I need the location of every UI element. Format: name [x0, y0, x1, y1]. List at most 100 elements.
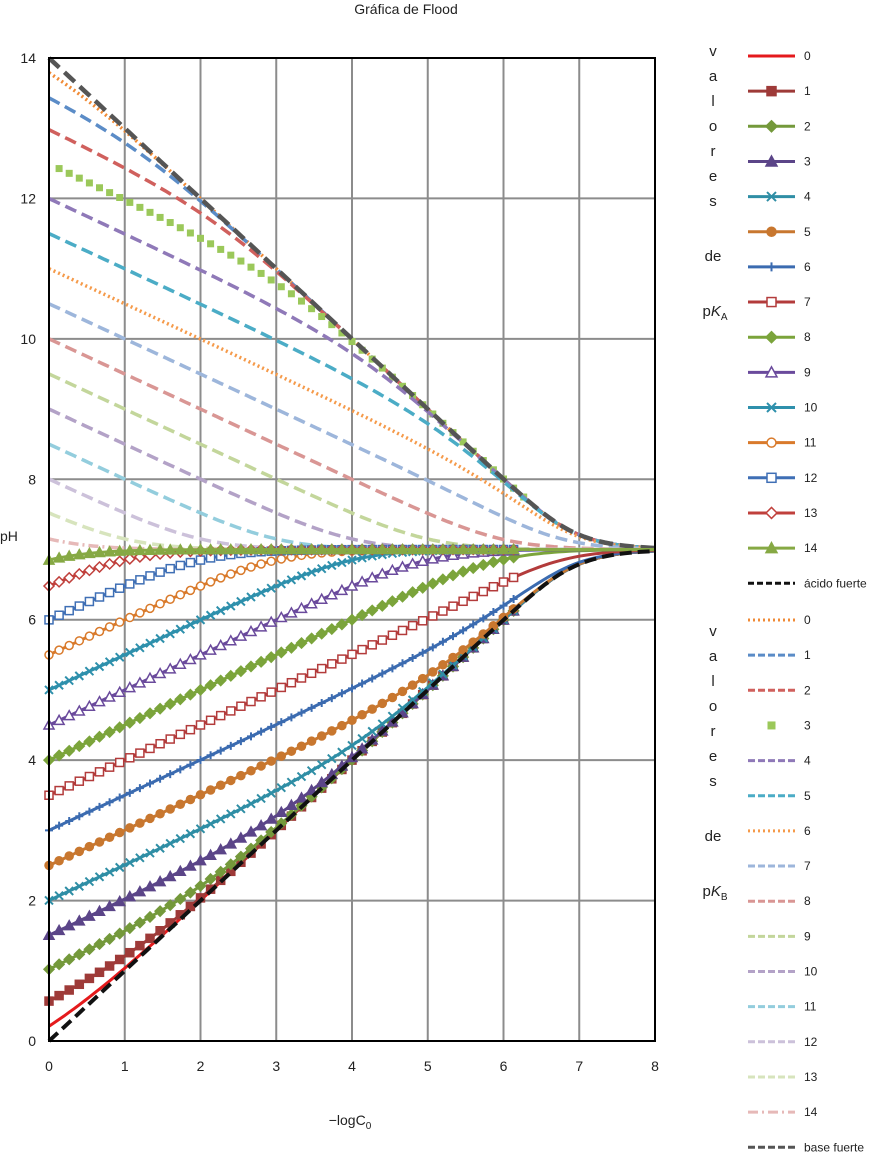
data-point	[417, 616, 428, 626]
legend-label: 0	[804, 49, 811, 63]
data-point	[327, 753, 337, 764]
data-point	[75, 174, 83, 182]
data-point	[64, 675, 74, 686]
legend-group-letter: r	[711, 723, 716, 740]
data-point	[184, 886, 197, 899]
data-point	[135, 643, 145, 653]
data-point	[234, 543, 248, 555]
data-point	[264, 615, 278, 627]
data-point	[126, 198, 134, 206]
data-point	[327, 560, 337, 571]
data-point	[397, 703, 408, 713]
data-point	[135, 748, 145, 758]
data-point	[125, 612, 135, 623]
data-point	[217, 245, 225, 253]
data-point	[226, 741, 235, 750]
data-point	[123, 681, 137, 693]
data-point	[73, 948, 86, 961]
data-point	[155, 738, 165, 749]
data-point	[265, 651, 278, 664]
legend-item: 3	[748, 154, 811, 168]
data-point	[176, 765, 185, 774]
data-point	[93, 695, 106, 707]
data-point	[337, 720, 347, 731]
data-point	[204, 872, 217, 886]
data-point	[62, 919, 76, 931]
data-point	[153, 667, 167, 679]
data-point	[166, 219, 174, 227]
legend-label: 12	[804, 1035, 818, 1049]
data-point	[306, 766, 317, 776]
data-point	[93, 904, 106, 916]
data-point	[335, 618, 348, 631]
data-point	[295, 637, 308, 650]
data-point	[93, 730, 106, 743]
data-point	[357, 553, 367, 563]
data-point	[306, 567, 317, 577]
data-point	[377, 719, 388, 729]
data-point	[125, 857, 135, 868]
series-base-pkb-7	[48, 302, 656, 551]
legend-group-subscript: A	[721, 312, 728, 323]
data-point	[204, 848, 217, 860]
data-point	[305, 783, 318, 796]
legend-group-letter: o	[709, 698, 717, 715]
data-point	[74, 636, 85, 646]
x-tick-label: 2	[197, 1058, 205, 1074]
data-point	[489, 608, 498, 617]
data-point	[104, 657, 115, 667]
data-point	[254, 620, 268, 632]
data-point	[146, 779, 154, 788]
x-tick-label: 1	[121, 1058, 129, 1074]
data-point	[154, 905, 167, 918]
data-point	[214, 638, 227, 651]
legend-label: 5	[804, 789, 811, 803]
x-tick-label: 6	[500, 1058, 508, 1074]
data-point	[234, 665, 247, 678]
data-point	[244, 624, 258, 637]
data-point	[266, 687, 276, 697]
series-acid-pka-8	[42, 548, 656, 767]
legend-label: 10	[804, 965, 818, 979]
legend-group-subscript: B	[721, 892, 728, 903]
data-point	[65, 169, 73, 177]
data-point	[766, 191, 777, 202]
data-point	[104, 587, 115, 598]
legend-item: 1	[748, 84, 811, 98]
data-point	[204, 643, 217, 655]
data-point	[185, 619, 196, 630]
data-point	[195, 824, 206, 834]
legend-group-de: de	[705, 248, 722, 265]
data-point	[143, 910, 157, 924]
data-point	[174, 693, 187, 706]
data-point	[84, 973, 95, 984]
data-point	[287, 713, 296, 722]
data-point	[136, 203, 144, 211]
data-point	[345, 613, 359, 626]
data-point	[195, 615, 206, 625]
data-point	[54, 610, 64, 620]
data-point	[145, 603, 155, 614]
legend-group-letter: e	[709, 748, 717, 765]
legend-label: 3	[804, 718, 811, 732]
data-point	[143, 880, 157, 892]
data-point	[438, 606, 448, 616]
data-point	[214, 865, 227, 878]
data-point	[298, 297, 305, 305]
data-point	[347, 555, 357, 565]
data-point	[418, 648, 427, 657]
data-point	[315, 542, 328, 555]
data-point	[63, 744, 76, 757]
data-point	[376, 542, 389, 555]
data-point	[153, 543, 167, 555]
data-point	[163, 662, 177, 674]
data-point	[459, 626, 468, 635]
data-point	[185, 585, 196, 596]
x-axis-label: −logC0	[329, 1112, 372, 1132]
data-point	[335, 583, 349, 596]
x-tick-label: 7	[575, 1058, 583, 1074]
data-point	[244, 825, 258, 837]
series-acid-pka-3	[42, 549, 656, 940]
